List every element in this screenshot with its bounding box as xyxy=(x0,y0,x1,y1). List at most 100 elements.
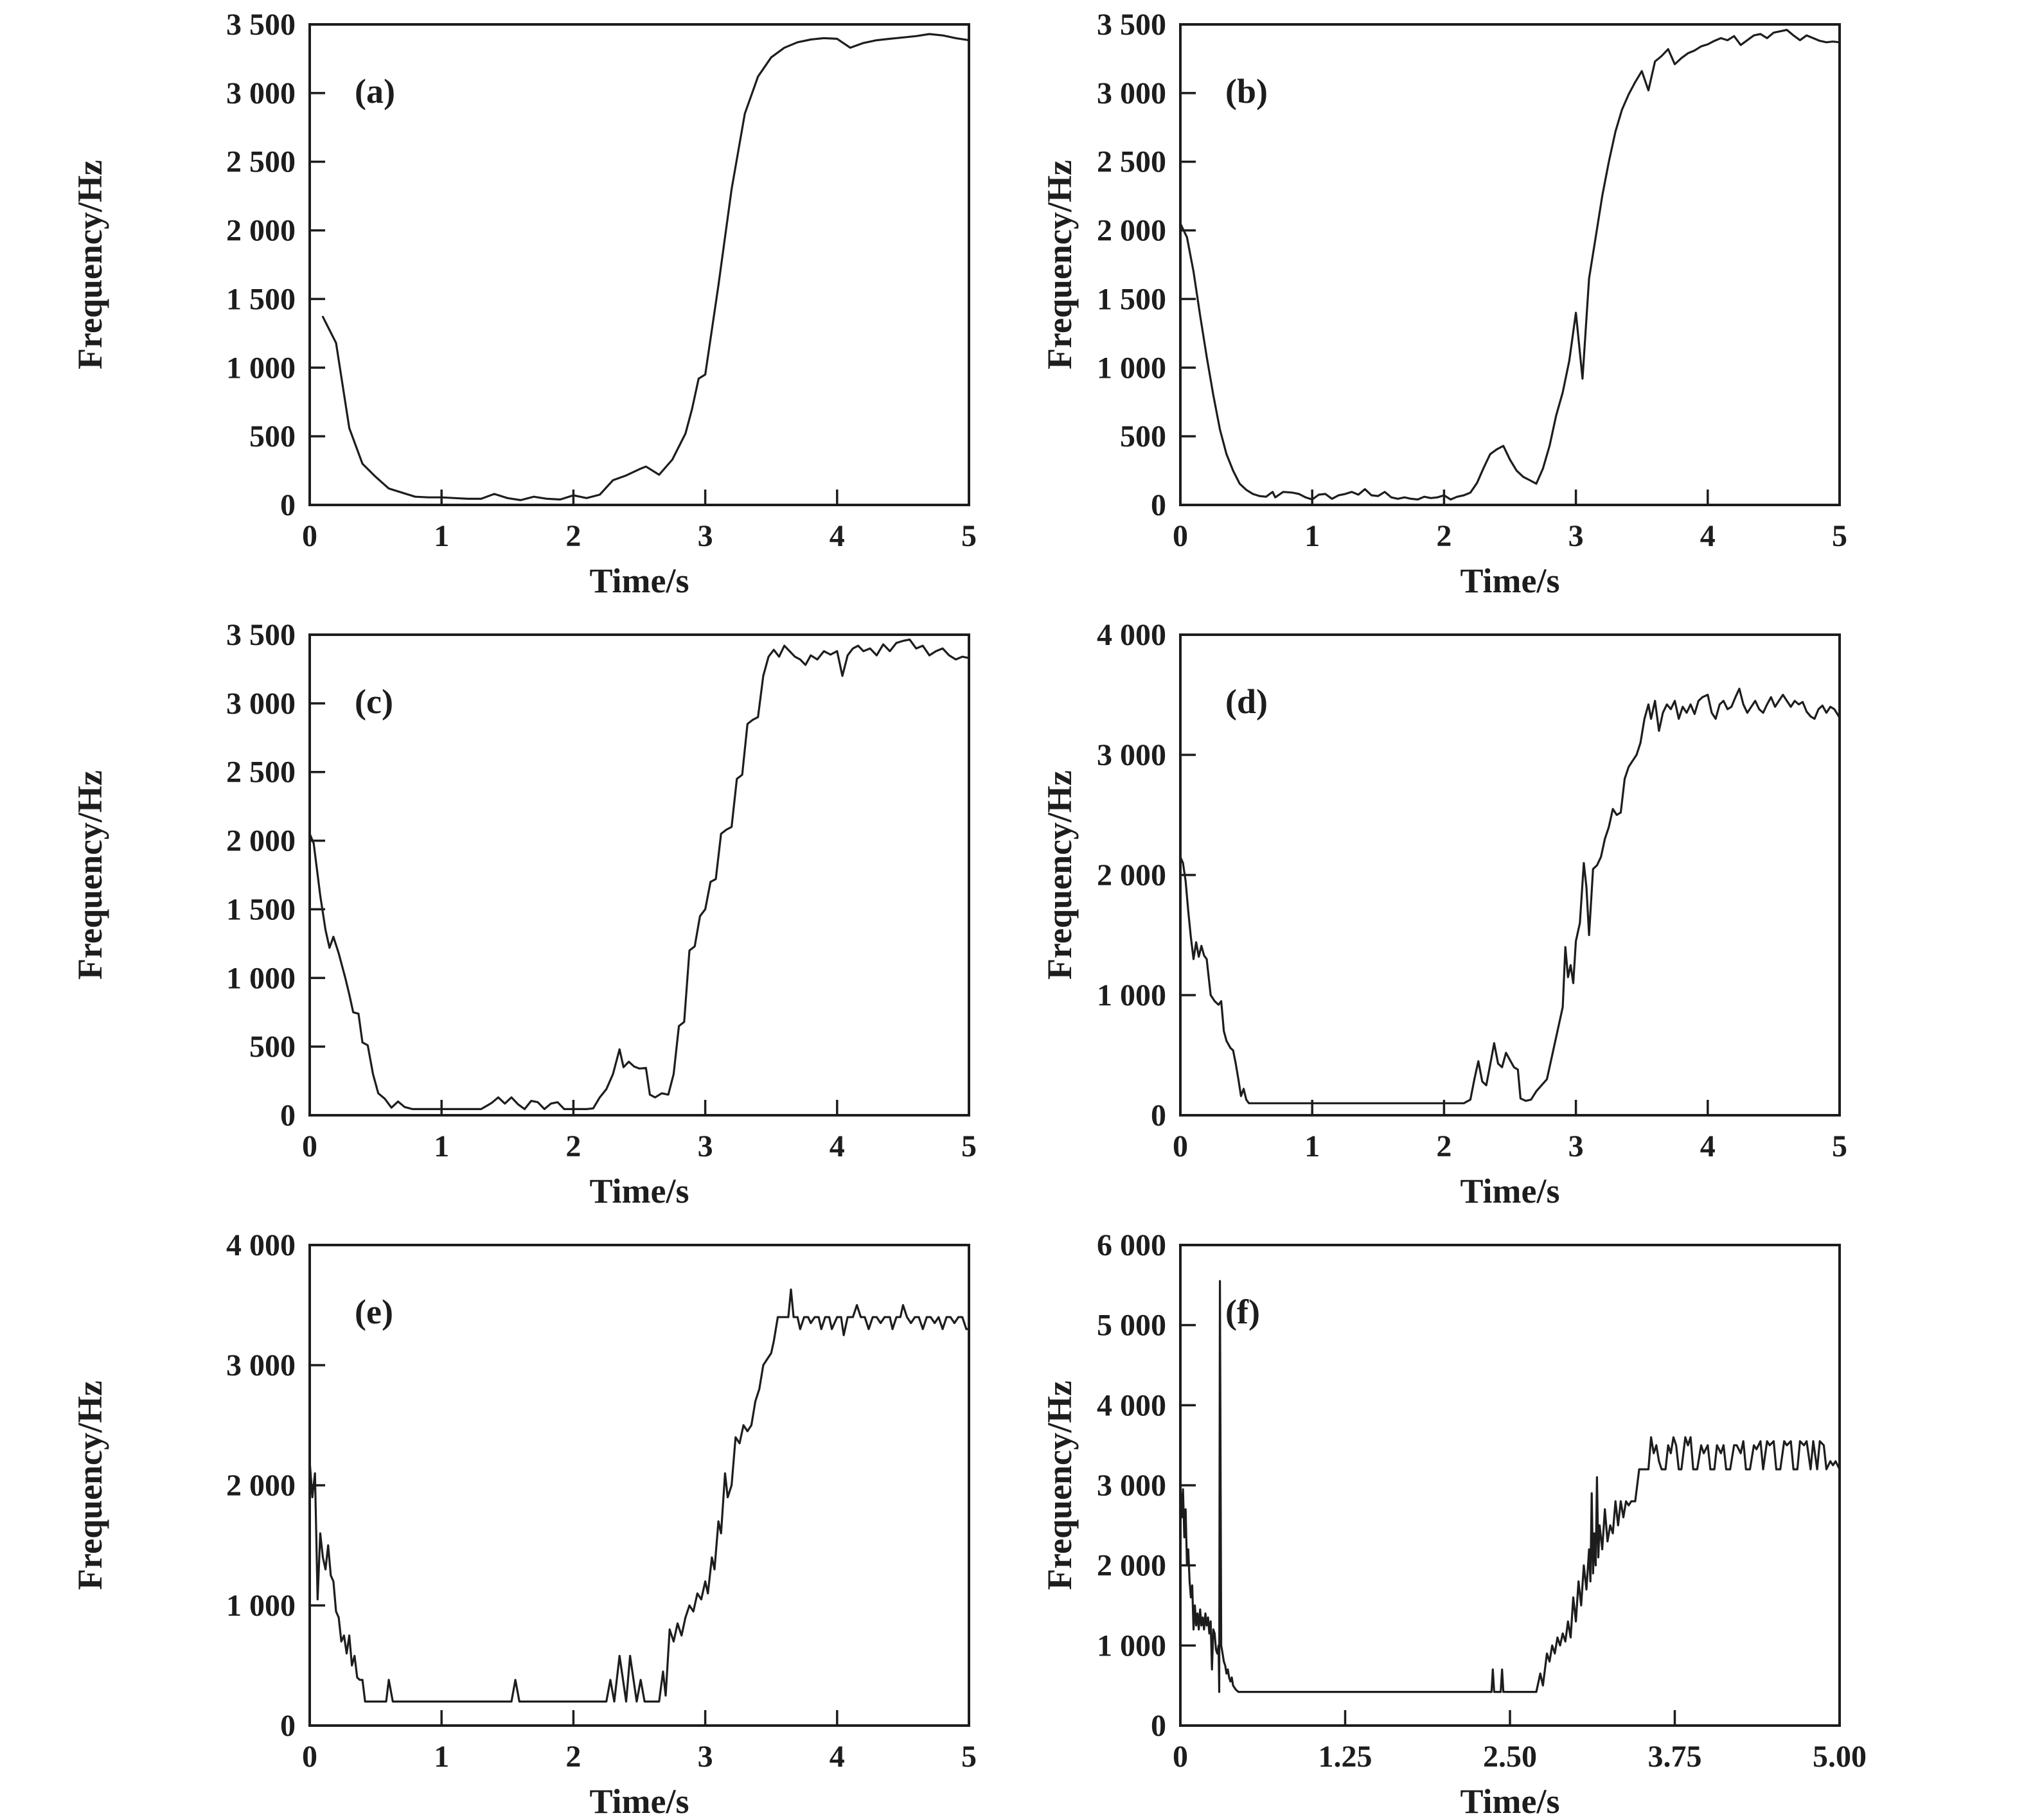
frequency-curve xyxy=(308,1288,970,1703)
x-tick-label: 2 xyxy=(1436,1129,1451,1163)
y-tick-label: 3 500 xyxy=(1097,8,1166,42)
panel-a: 0 1 2 3 4 5 0 500 1 000 1 500 2 000 2 500 3 000 3 500… xyxy=(0,0,1012,610)
x-tick-label: 4 xyxy=(1700,519,1716,553)
y-tick-label: 3 000 xyxy=(1097,76,1166,110)
x-tick-label: 0 xyxy=(302,519,317,553)
panel-letter: (d) xyxy=(1225,682,1268,721)
plot-border xyxy=(1179,633,1841,1117)
y-tick-label: 2 500 xyxy=(226,755,296,790)
y-tick-label: 1 000 xyxy=(226,1589,296,1623)
panel-c-plot: 0 1 2 3 4 5 0 500 1 000 1 500 2 000 2 500 3 000 3 500… xyxy=(71,618,977,1210)
x-tick-label: 0 xyxy=(302,1129,317,1163)
x-axis-label: Time/s xyxy=(1460,561,1559,600)
x-tick-label: 2 xyxy=(565,519,581,553)
y-tick-label: 2 000 xyxy=(1097,858,1166,892)
y-tick-label: 3 000 xyxy=(226,687,296,721)
y-tick-label: 500 xyxy=(249,420,296,454)
y-tick-label: 3 000 xyxy=(1097,1469,1166,1503)
panel-letter: (e) xyxy=(355,1293,393,1331)
x-tick-label: 0 xyxy=(1173,519,1188,553)
x-tick-label: 3 xyxy=(698,1740,713,1774)
x-tick-label: 2 xyxy=(565,1740,581,1774)
y-tick-label: 2 500 xyxy=(226,145,296,179)
x-tick-label: 2 xyxy=(565,1129,581,1163)
x-tick-label: 5.00 xyxy=(1813,1740,1867,1774)
y-tick-label: 3 000 xyxy=(226,1348,296,1383)
x-tick-label: 0 xyxy=(302,1740,317,1774)
y-tick-label: 0 xyxy=(1151,488,1166,522)
panel-b-plot: 0 1 2 3 4 5 0 500 1 000 1 500 2 000 2 500 3 000 3 500… xyxy=(1040,8,1847,600)
x-axis-label: Time/s xyxy=(589,1172,689,1210)
y-tick-label: 1 000 xyxy=(1097,351,1166,385)
y-tick-label: 0 xyxy=(280,488,296,522)
y-tick-label: 2 000 xyxy=(226,1469,296,1503)
x-tick-label: 1.25 xyxy=(1318,1740,1372,1774)
panel-a-plot: 0 1 2 3 4 5 0 500 1 000 1 500 2 000 2 500 3 000 3 500… xyxy=(71,8,977,600)
x-tick-label: 0 xyxy=(1173,1740,1188,1774)
panel-e: 0 1 2 3 4 5 0 1 000 2 000 3 000 4 000 Time/s Frequen… xyxy=(0,1221,1012,1820)
plot-border xyxy=(308,23,970,506)
plot-border xyxy=(308,1244,970,1727)
plot-border xyxy=(1179,1244,1841,1727)
y-tick-label: 0 xyxy=(1151,1709,1166,1743)
panel-letter: (c) xyxy=(355,682,393,721)
x-tick-label: 4 xyxy=(830,1129,845,1163)
panel-f-plot: 0 1.25 2.50 3.75 5.00 0 1 000 2 000 3 000 4 000 5 … xyxy=(1040,1228,1867,1820)
frequency-curve xyxy=(1179,1280,1841,1693)
x-tick-label: 5 xyxy=(961,1740,977,1774)
y-tick-label: 500 xyxy=(249,1030,296,1064)
x-tick-label: 1 xyxy=(434,1129,449,1163)
y-tick-label: 3 000 xyxy=(1097,738,1166,772)
x-axis-label: Time/s xyxy=(589,1782,689,1820)
y-axis-label: Frequency/Hz xyxy=(71,770,109,980)
x-tick-label: 5 xyxy=(961,519,977,553)
x-axis-label: Time/s xyxy=(1460,1172,1559,1210)
y-tick-label: 0 xyxy=(280,1709,296,1743)
panel-f: 0 1.25 2.50 3.75 5.00 0 1 000 2 000 3 000 4 000 5 … xyxy=(1012,1221,2024,1820)
x-tick-label: 3.75 xyxy=(1648,1740,1702,1774)
frequency-curve xyxy=(1179,28,1841,501)
y-tick-label: 2 000 xyxy=(226,214,296,248)
y-tick-label: 3 500 xyxy=(226,618,296,652)
y-tick-label: 2 000 xyxy=(226,824,296,858)
x-tick-label: 3 xyxy=(698,1129,713,1163)
x-tick-label: 1 xyxy=(1304,1129,1320,1163)
y-tick-label: 1 000 xyxy=(1097,1629,1166,1663)
panel-e-plot: 0 1 2 3 4 5 0 1 000 2 000 3 000 4 000 Time/s Frequen… xyxy=(71,1228,977,1820)
x-tick-label: 3 xyxy=(698,519,713,553)
x-tick-label: 2 xyxy=(1436,519,1451,553)
x-tick-label: 4 xyxy=(830,1740,845,1774)
x-tick-label: 0 xyxy=(1173,1129,1188,1163)
y-tick-label: 2 500 xyxy=(1097,145,1166,179)
x-tick-label: 4 xyxy=(1700,1129,1716,1163)
x-tick-label: 3 xyxy=(1568,1129,1584,1163)
panel-letter: (b) xyxy=(1225,72,1268,110)
y-tick-label: 4 000 xyxy=(1097,1388,1166,1422)
y-tick-label: 6 000 xyxy=(1097,1228,1166,1262)
x-tick-label: 5 xyxy=(1832,1129,1847,1163)
y-axis-label: Frequency/Hz xyxy=(1040,770,1079,980)
frequency-curve xyxy=(321,33,970,502)
x-tick-label: 1 xyxy=(434,519,449,553)
x-tick-label: 3 xyxy=(1568,519,1584,553)
y-axis-label: Frequency/Hz xyxy=(71,1381,109,1590)
y-tick-label: 1 000 xyxy=(226,351,296,385)
y-tick-label: 2 000 xyxy=(1097,1549,1166,1583)
x-tick-label: 5 xyxy=(1832,519,1847,553)
y-tick-label: 1 500 xyxy=(226,282,296,316)
y-tick-label: 2 000 xyxy=(1097,214,1166,248)
x-tick-label: 2.50 xyxy=(1483,1740,1537,1774)
y-tick-label: 1 000 xyxy=(1097,978,1166,1012)
x-tick-label: 1 xyxy=(434,1740,449,1774)
plot-border xyxy=(1179,23,1841,506)
y-tick-label: 4 000 xyxy=(1097,618,1166,652)
y-tick-label: 500 xyxy=(1120,420,1166,454)
frequency-curve xyxy=(1179,687,1841,1104)
y-tick-label: 1 500 xyxy=(1097,282,1166,316)
y-tick-label: 1 500 xyxy=(226,892,296,926)
x-axis-label: Time/s xyxy=(1460,1782,1559,1820)
panel-d-plot: 0 1 2 3 4 5 0 1 000 2 000 3 000 4 000 Time/s Frequen… xyxy=(1040,618,1847,1210)
plot-border xyxy=(308,633,970,1117)
y-tick-label: 0 xyxy=(1151,1099,1166,1133)
